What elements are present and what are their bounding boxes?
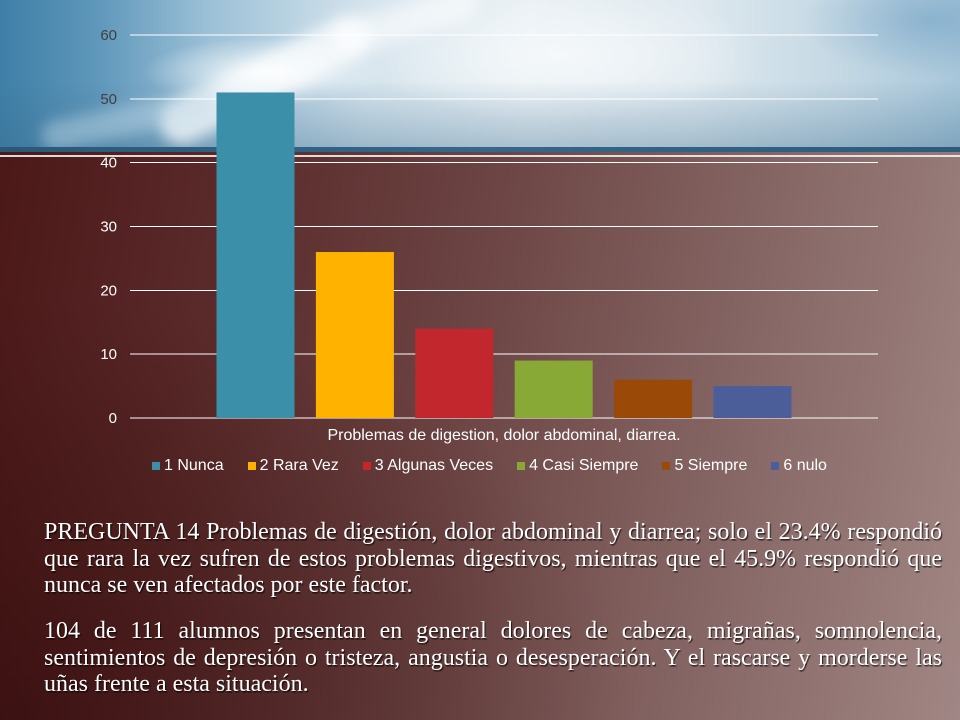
legend-marker bbox=[517, 462, 526, 470]
banner-stripe bbox=[0, 147, 960, 152]
legend-item-nulo: 6 nulo bbox=[771, 457, 827, 475]
bars bbox=[216, 92, 792, 418]
legend-marker bbox=[771, 462, 780, 470]
legend-label: 3 Algunas Veces bbox=[374, 457, 494, 474]
legend-item-siempre: 5 Siempre bbox=[662, 457, 747, 475]
x-axis-category-label: Problemas de digestion, dolor abdominal,… bbox=[327, 427, 681, 444]
y-tick-label: 50 bbox=[100, 91, 117, 108]
y-tick-label: 40 bbox=[100, 155, 117, 172]
y-tick-label: 10 bbox=[100, 346, 117, 363]
legend-label: 2 Rara Vez bbox=[259, 457, 339, 474]
bar-series-6 bbox=[713, 386, 792, 418]
y-tick-label: 60 bbox=[100, 27, 117, 44]
chart-legend: 1 Nunca 2 Rara Vez 3 Algunas Veces 4 Cas… bbox=[152, 457, 827, 475]
legend-marker bbox=[152, 462, 160, 470]
y-tick-label: 20 bbox=[100, 282, 117, 299]
banner-photo bbox=[0, 0, 960, 147]
legend-label: 6 nulo bbox=[783, 457, 827, 474]
bar-series-1 bbox=[216, 92, 295, 418]
legend-item-rara-vez: 2 Rara Vez bbox=[247, 457, 339, 475]
y-tick-label: 0 bbox=[109, 410, 117, 427]
summary-paragraph-question-14: PREGUNTA 14 Problemas de digestión, dolo… bbox=[44, 519, 942, 598]
legend-marker bbox=[362, 462, 371, 470]
summary-paragraph-students: 104 de 111 alumnos presentan en general … bbox=[44, 618, 942, 697]
legend-item-algunas-veces: 3 Algunas Veces bbox=[362, 457, 494, 475]
legend-item-nunca: 1 Nunca bbox=[152, 457, 224, 475]
banner-rule bbox=[0, 155, 960, 157]
bar-series-3 bbox=[415, 328, 494, 418]
legend-label: 5 Siempre bbox=[674, 457, 748, 474]
bar-series-5 bbox=[614, 379, 693, 418]
bar-series-2 bbox=[315, 252, 394, 418]
y-axis-tick-labels: 0 10 20 30 40 50 60 bbox=[100, 27, 117, 427]
legend-label: 1 Nunca bbox=[164, 457, 224, 474]
legend-item-casi-siempre: 4 Casi Siempre bbox=[517, 457, 638, 475]
legend-label: 4 Casi Siempre bbox=[529, 457, 639, 474]
y-tick-label: 30 bbox=[100, 219, 117, 236]
bar-chart: 0 10 20 30 40 50 60 bbox=[100, 27, 878, 427]
legend-marker bbox=[662, 462, 671, 470]
bar-series-4 bbox=[514, 360, 593, 418]
legend-marker bbox=[247, 462, 256, 470]
